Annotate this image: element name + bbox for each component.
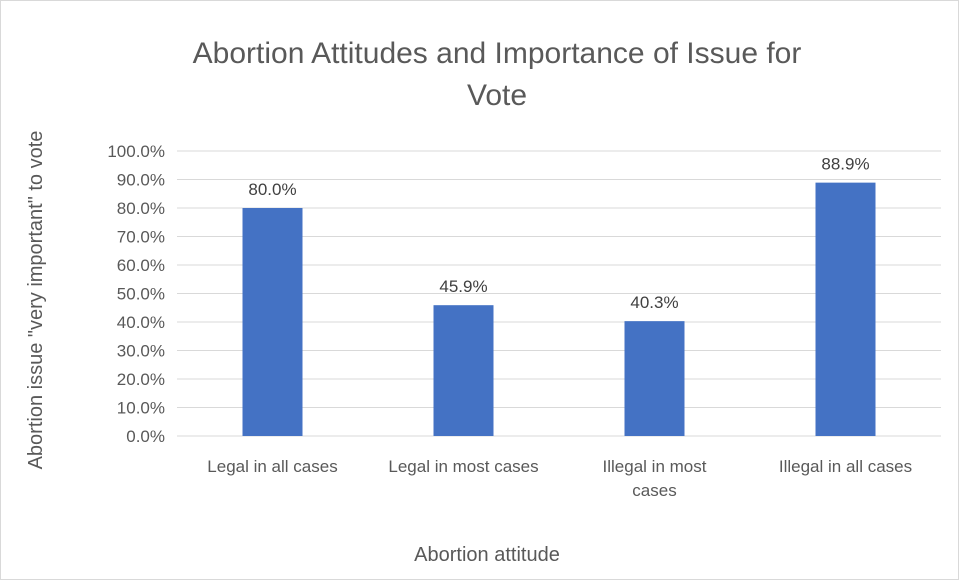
y-tick-label: 80.0% <box>117 199 165 218</box>
bar <box>242 208 303 436</box>
x-axis-categories: Legal in all cases Legal in most cases Ill… <box>207 457 912 500</box>
x-category-label: cases <box>632 481 676 500</box>
y-tick-label: 0.0% <box>126 427 165 446</box>
data-label: 80.0% <box>248 180 296 199</box>
y-axis-ticks: 0.0% 10.0% 20.0% 30.0% 40.0% 50.0% 60.0% 70.0% 8… <box>107 142 165 446</box>
chart-title-line: Abortion Attitudes and Importance of Iss… <box>193 37 802 70</box>
y-tick-label: 90.0% <box>117 171 165 190</box>
data-label: 40.3% <box>630 293 678 312</box>
y-tick-label: 100.0% <box>107 142 165 161</box>
y-tick-label: 60.0% <box>117 256 165 275</box>
chart-title: Abortion Attitudes and Importance of Iss… <box>193 37 802 112</box>
data-label: 45.9% <box>439 277 487 296</box>
y-tick-label: 30.0% <box>117 342 165 361</box>
bar <box>815 182 876 436</box>
y-tick-label: 50.0% <box>117 285 165 304</box>
x-category-label: Illegal in most <box>603 457 707 476</box>
data-label: 88.9% <box>821 155 869 174</box>
gridlines <box>177 150 941 437</box>
y-tick-label: 10.0% <box>117 399 165 418</box>
y-tick-label: 70.0% <box>117 228 165 247</box>
bar <box>433 305 494 436</box>
x-category-label: Illegal in all cases <box>779 457 912 476</box>
y-axis-title: Abortion issue "very important" to vote <box>25 131 47 470</box>
chart-title-line: Vote <box>467 79 527 112</box>
bars <box>242 182 876 436</box>
bar <box>624 321 685 436</box>
y-tick-label: 40.0% <box>117 313 165 332</box>
x-category-label: Legal in most cases <box>388 457 538 476</box>
x-axis-title: Abortion attitude <box>414 544 560 566</box>
x-category-label: Legal in all cases <box>207 457 337 476</box>
data-labels: 80.0% 45.9% 40.3% 88.9% <box>248 155 869 313</box>
y-tick-label: 20.0% <box>117 370 165 389</box>
